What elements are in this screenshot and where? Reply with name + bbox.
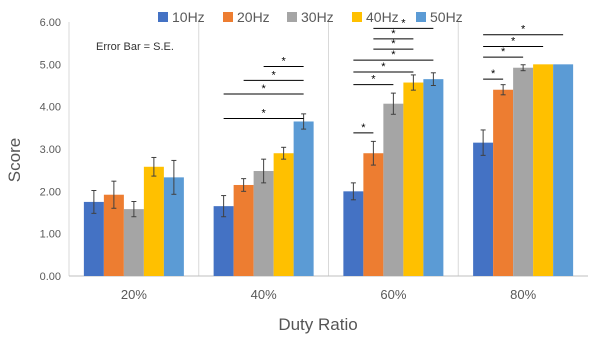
x-tick-label: 60% (380, 287, 406, 302)
legend-swatch (223, 12, 233, 22)
significance-star: * (381, 61, 386, 73)
x-axis-label: Duty Ratio (278, 315, 357, 334)
y-tick-label: 0.00 (40, 271, 61, 283)
significance-star: * (261, 83, 266, 95)
legend-label: 10Hz (172, 9, 205, 25)
bar (273, 153, 294, 276)
significance-star: * (521, 24, 526, 36)
significance-star: * (391, 49, 396, 61)
bar (403, 82, 424, 276)
significance-star: * (491, 68, 496, 80)
bar (233, 184, 254, 276)
legend-label: 20Hz (237, 9, 270, 25)
bar (103, 194, 124, 276)
significance-star: * (361, 122, 366, 134)
legend-label: 30Hz (301, 9, 334, 25)
bar (383, 103, 404, 276)
significance-star: * (371, 74, 376, 86)
significance-star: * (271, 69, 276, 81)
significance-star: * (391, 28, 396, 40)
significance-star: * (401, 17, 406, 29)
legend: 10Hz 20Hz 30Hz 40Hz 50Hz (158, 9, 463, 25)
error-bars-layer (91, 64, 526, 218)
legend-swatch (416, 12, 426, 22)
significance-star: * (391, 38, 396, 50)
bar (513, 67, 534, 276)
bar (143, 166, 164, 276)
y-tick-label: 6.00 (40, 17, 61, 29)
bar (343, 191, 364, 276)
axes-layer: 0.00 1.00 2.00 3.00 4.00 5.00 6.00 20% 40% 60% 80% (40, 17, 588, 302)
significance-star: * (511, 36, 516, 48)
y-tick-label: 2.00 (40, 186, 61, 198)
x-tick-label: 20% (121, 287, 147, 302)
x-tick-label: 40% (251, 287, 277, 302)
bar (213, 206, 234, 276)
bar (363, 153, 384, 276)
bar (553, 64, 574, 276)
bar (83, 201, 104, 276)
legend-swatch (352, 12, 362, 22)
bar (533, 64, 554, 276)
x-tick-label: 80% (510, 287, 536, 302)
bars-layer (83, 64, 574, 277)
bar (493, 89, 514, 276)
bar (123, 209, 144, 276)
bar (293, 121, 314, 276)
significance-star: * (501, 46, 506, 58)
error-bar-note: Error Bar = S.E. (96, 41, 174, 53)
legend-label: 40Hz (366, 9, 399, 25)
legend-swatch (287, 12, 297, 22)
y-tick-label: 5.00 (40, 59, 61, 71)
bar (163, 177, 184, 276)
y-tick-label: 3.00 (40, 144, 61, 156)
significance-layer: *************** (223, 17, 564, 134)
bar (473, 142, 494, 276)
bar (253, 171, 274, 276)
y-tick-label: 1.00 (40, 229, 61, 241)
y-axis-label: Score (5, 138, 24, 182)
significance-star: * (281, 55, 286, 67)
bar (423, 79, 444, 277)
significance-star: * (261, 108, 266, 120)
legend-swatch (158, 12, 168, 22)
y-tick-label: 4.00 (40, 102, 61, 114)
legend-label: 50Hz (430, 9, 463, 25)
